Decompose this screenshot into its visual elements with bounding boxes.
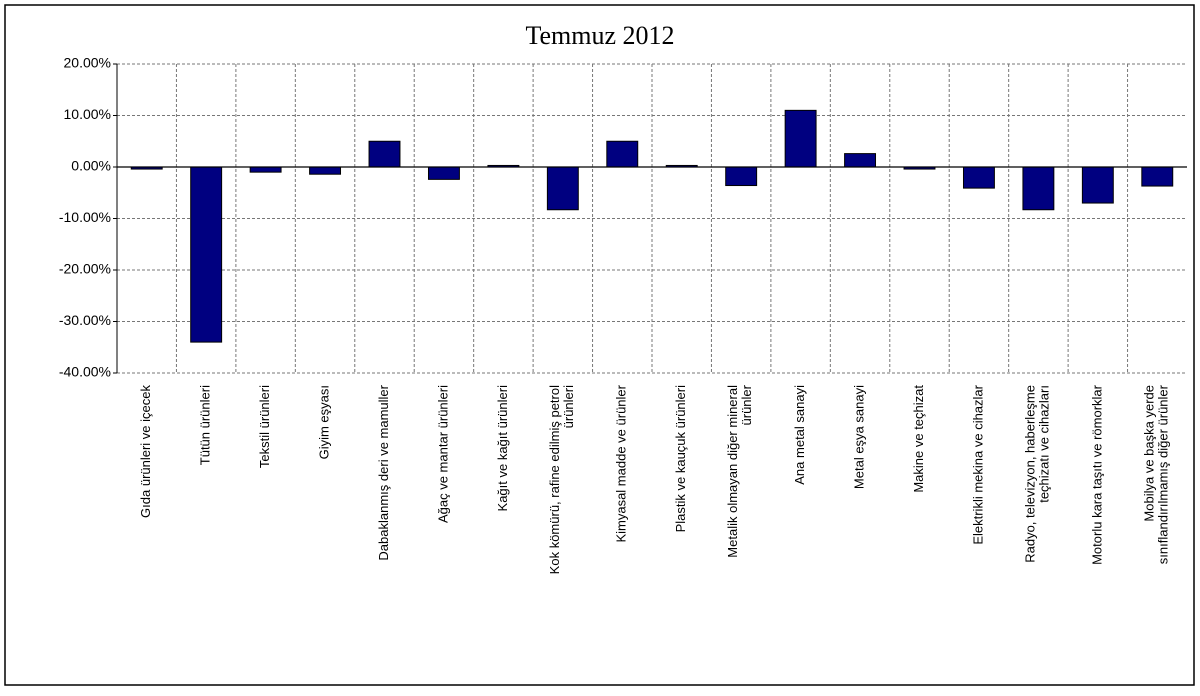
x-tick-label: Ağaç ve mantar ürünleri xyxy=(435,385,450,523)
chart-title: Temmuz 2012 xyxy=(525,21,674,50)
x-tick-label: Makine ve teçhizat xyxy=(911,385,926,493)
bar xyxy=(309,166,342,175)
x-tick-label: Elektrikli mekina ve cihazlar xyxy=(970,384,985,544)
y-tick-label: 20.00% xyxy=(64,55,111,71)
x-tick-label: Ana metal sanayi xyxy=(792,385,807,485)
bar xyxy=(427,166,460,180)
bar xyxy=(368,140,401,168)
bar xyxy=(546,166,579,211)
x-tick-label: Tütün ürünleri xyxy=(198,385,213,465)
bar xyxy=(1022,166,1055,211)
x-tick-label: Mobilya ve başka yerdesınıflandırılmamış… xyxy=(1142,384,1171,564)
x-tick-label: Metalik olmayan diğer mineralürünler xyxy=(726,384,755,557)
x-tick-label: Kağıt ve kağıt ürünleri xyxy=(495,385,510,512)
x-tick-label: Tekstil ürünleri xyxy=(257,385,272,468)
bar xyxy=(1141,166,1174,187)
bar xyxy=(249,166,282,173)
x-tick-label: Kok kömürü, rafine edilmiş petrolürünler… xyxy=(547,385,576,574)
y-tick-label: -10.00% xyxy=(59,209,111,225)
y-tick-label: -30.00% xyxy=(59,312,111,328)
bar xyxy=(606,140,639,168)
x-tick-label: Metal eşya sanayi xyxy=(851,385,866,489)
x-tick-label: Gıda ürünleri ve içecek xyxy=(138,385,153,518)
chart-border xyxy=(4,4,1195,686)
bar xyxy=(784,109,817,168)
y-tick-label: -20.00% xyxy=(59,261,111,277)
x-tick-label: Plastik ve kauçuk ürünleri xyxy=(673,385,688,533)
bar xyxy=(725,166,758,187)
x-tick-label: Radyo, televizyon, haberleşmeteçhizatı v… xyxy=(1023,385,1052,563)
x-tick-label: Dabaklanmış deri ve mamuller xyxy=(376,384,391,560)
x-tick-label: Motorlu kara taşıtı ve römorklar xyxy=(1089,384,1104,565)
x-tick-label: Kimyasal madde ve ürünler xyxy=(614,384,629,542)
x-tick-label: Giyim eşyası xyxy=(316,385,331,459)
y-tick-label: -40.00% xyxy=(59,364,111,380)
y-tick-label: 0.00% xyxy=(71,158,111,174)
bar xyxy=(962,166,995,189)
bar xyxy=(844,153,877,168)
bar xyxy=(190,166,223,343)
y-tick-label: 10.00% xyxy=(64,106,111,122)
bar xyxy=(1081,166,1114,204)
